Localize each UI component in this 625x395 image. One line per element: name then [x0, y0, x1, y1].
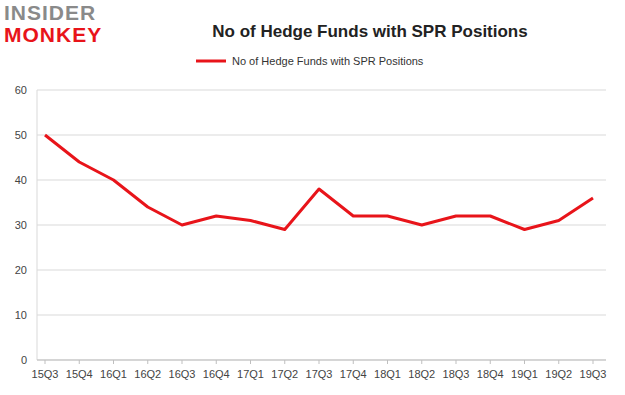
grid-line [37, 90, 606, 91]
grid-line [37, 270, 606, 271]
logo-text: INSIDER [4, 1, 96, 24]
grid-line [37, 135, 606, 136]
x-tick [45, 360, 46, 364]
x-tick-label: 19Q2 [545, 368, 572, 380]
y-tick-label: 0 [21, 354, 27, 366]
x-tick-label: 15Q4 [66, 368, 93, 380]
x-tick-label: 15Q3 [32, 368, 59, 380]
legend: No of Hedge Funds with SPR Positions [196, 55, 424, 67]
x-tick [284, 360, 285, 364]
x-tick [421, 360, 422, 364]
x-tick-label: 19Q3 [580, 368, 607, 380]
x-tick [216, 360, 217, 364]
grid-line [37, 180, 606, 181]
y-tick-label: 20 [15, 264, 27, 276]
y-tick-label: 60 [15, 84, 27, 96]
grid-line [37, 225, 606, 226]
x-axis [37, 360, 606, 361]
x-tick [147, 360, 148, 364]
background [0, 0, 625, 395]
legend-label: No of Hedge Funds with SPR Positions [232, 55, 424, 67]
y-axis [37, 90, 38, 360]
y-tick-label: 50 [15, 129, 27, 141]
x-tick-label: 18Q3 [443, 368, 470, 380]
chart: INSIDERMONKEY No of Hedge Funds with SPR … [0, 0, 625, 395]
x-tick [182, 360, 183, 364]
x-tick-label: 17Q3 [306, 368, 333, 380]
series-line [45, 135, 593, 230]
x-tick [79, 360, 80, 364]
x-tick-label: 17Q4 [340, 368, 367, 380]
x-tick-label: 16Q3 [169, 368, 196, 380]
y-tick-label: 10 [15, 309, 27, 321]
x-tick-label: 18Q2 [408, 368, 435, 380]
y-tick-label: 30 [15, 219, 27, 231]
x-tick [490, 360, 491, 364]
x-tick [558, 360, 559, 364]
grid-line [37, 360, 606, 361]
x-tick [593, 360, 594, 364]
x-tick-label: 16Q2 [134, 368, 161, 380]
x-tick-label: 18Q1 [374, 368, 401, 380]
x-tick [250, 360, 251, 364]
x-tick [113, 360, 114, 364]
x-tick-label: 16Q1 [100, 368, 127, 380]
logo-text: MONKEY [4, 23, 102, 46]
title: No of Hedge Funds with SPR Positions [212, 22, 527, 41]
x-tick [387, 360, 388, 364]
x-tick [524, 360, 525, 364]
x-tick [456, 360, 457, 364]
x-tick-label: 17Q1 [237, 368, 264, 380]
x-tick [353, 360, 354, 364]
plot-area [45, 135, 593, 230]
x-tick-label: 19Q1 [511, 368, 538, 380]
x-tick [319, 360, 320, 364]
x-tick-label: 17Q2 [271, 368, 298, 380]
x-tick-label: 18Q4 [477, 368, 504, 380]
y-tick-label: 40 [15, 174, 27, 186]
grid-line [37, 315, 606, 316]
legend-swatch [196, 60, 226, 63]
x-tick-label: 16Q4 [203, 368, 230, 380]
